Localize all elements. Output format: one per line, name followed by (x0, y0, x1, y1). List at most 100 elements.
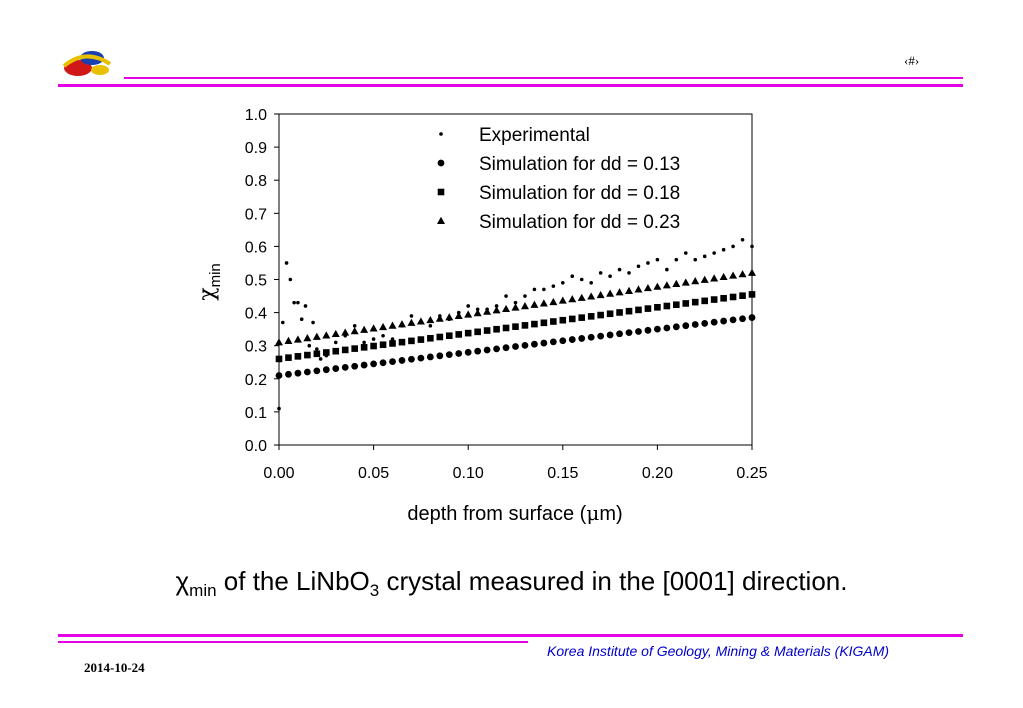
experimental-point (636, 264, 641, 269)
experimental-point (362, 340, 366, 345)
experimental-point (627, 271, 631, 275)
simulation-point (729, 316, 737, 324)
simulation-point (331, 329, 340, 338)
caption-text-1: of the LiNbO (216, 566, 370, 596)
simulation-point (474, 328, 481, 336)
simulation-point (341, 346, 349, 354)
experimental-point (504, 294, 508, 298)
experimental-point (333, 340, 338, 345)
simulation-point (294, 353, 302, 360)
simulation-point (682, 300, 690, 307)
simulation-point (379, 359, 387, 367)
y-tick-label: 0.9 (245, 140, 267, 157)
simulation-point (483, 327, 491, 334)
series-1 (275, 314, 756, 379)
y-axis-label-main: χ (195, 287, 220, 300)
simulation-point (662, 281, 671, 289)
experimental-point (315, 347, 319, 351)
y-tick-label: 0.8 (245, 173, 267, 190)
simulation-point (606, 331, 614, 339)
simulation-point (681, 278, 690, 286)
experimental-point (750, 244, 754, 249)
legend-marker (437, 159, 445, 167)
experimental-point (292, 300, 296, 305)
legend-marker (437, 188, 445, 196)
simulation-point (436, 352, 444, 360)
simulation-point (521, 341, 529, 349)
simulation-point (455, 331, 463, 338)
simulation-point (568, 295, 577, 303)
simulation-point (654, 325, 661, 333)
simulation-point (625, 329, 633, 337)
y-axis-label-sub: min (207, 263, 224, 287)
experimental-point (542, 287, 546, 292)
simulation-point (616, 309, 623, 316)
y-tick-label: 0.0 (245, 438, 267, 455)
simulation-point (454, 311, 463, 319)
experimental-point (299, 317, 304, 322)
legend-marker (439, 132, 443, 136)
y-axis-label: χmin (195, 263, 224, 301)
caption-chi-sub: min (189, 581, 217, 601)
experimental-point (288, 277, 293, 282)
simulation-point (549, 338, 557, 346)
experimental-point (655, 257, 660, 262)
simulation-point (397, 320, 406, 328)
simulation-point (521, 322, 529, 329)
experimental-point (674, 257, 679, 262)
simulation-point (663, 324, 671, 332)
simulation-point (407, 318, 416, 326)
footer-rule-top (58, 634, 963, 637)
simulation-point (691, 277, 700, 285)
simulation-point (445, 351, 453, 359)
simulation-point (672, 279, 681, 288)
simulation-point (606, 289, 615, 297)
experimental-point (352, 324, 357, 328)
simulation-point (710, 296, 718, 303)
series-3 (275, 268, 756, 346)
simulation-point (511, 303, 520, 311)
simulation-point (748, 291, 756, 298)
experimental-point (740, 237, 745, 242)
x-tick-label: 0.10 (453, 465, 484, 482)
simulation-point (483, 307, 492, 315)
simulation-point (701, 319, 709, 327)
simulation-point (748, 314, 756, 321)
experimental-point (318, 357, 323, 361)
simulation-point (597, 311, 604, 319)
experimental-point (311, 320, 315, 325)
simulation-point (530, 300, 539, 308)
simulation-point (578, 314, 586, 321)
y-tick-label: 0.1 (245, 405, 267, 422)
footer-organization: Korea Institute of Geology, Mining & Mat… (547, 643, 890, 659)
simulation-point (550, 318, 557, 325)
x-axis-label-suffix: m) (599, 503, 622, 525)
simulation-point (464, 329, 472, 337)
simulation-point (720, 294, 727, 302)
simulation-point (294, 369, 302, 377)
simulation-point (492, 306, 501, 314)
caption-text-2: crystal measured in the [0001] direction… (379, 566, 848, 596)
simulation-point (549, 297, 558, 306)
simulation-point (341, 363, 349, 371)
experimental-point (428, 324, 433, 328)
simulation-point (568, 315, 576, 323)
simulation-point (275, 372, 283, 379)
simulation-point (691, 321, 699, 328)
caption-chi: χ (175, 566, 190, 596)
simulation-point (739, 315, 746, 323)
simulation-point (323, 349, 330, 356)
simulation-point (275, 338, 283, 346)
simulation-point (313, 350, 321, 358)
simulation-point (445, 332, 453, 340)
chi-min-chart: 0.0 0.1 0.2 0.3 0.4 0.5 0.6 0.7 0.8 0.9 1.0 0.00 0.0… (195, 107, 768, 525)
simulation-point (388, 321, 397, 329)
simulation-point (426, 315, 435, 324)
experimental-point (598, 271, 603, 275)
y-tick-label: 0.4 (245, 306, 267, 323)
simulation-point (426, 353, 434, 361)
simulation-point (351, 345, 358, 352)
simulation-point (578, 335, 586, 342)
y-tick-label: 0.6 (245, 239, 267, 256)
simulation-point (700, 275, 709, 283)
